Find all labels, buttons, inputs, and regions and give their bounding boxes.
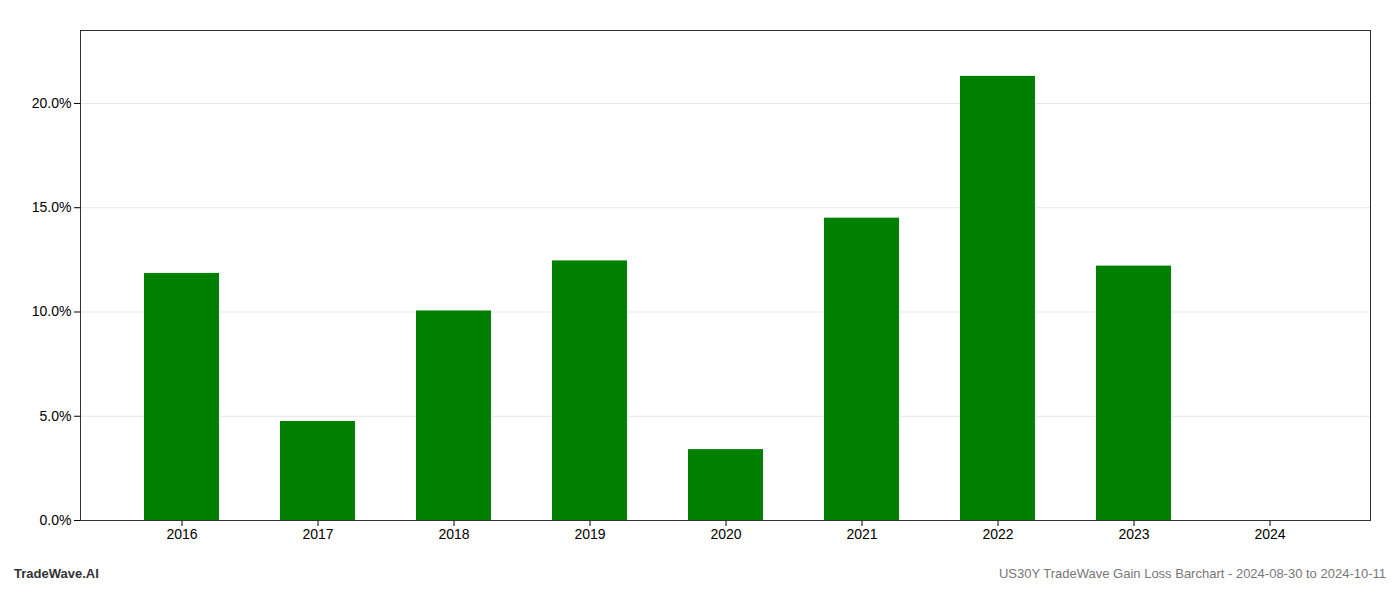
svg-text:2024: 2024: [1254, 526, 1285, 542]
svg-text:10.0%: 10.0%: [32, 303, 72, 319]
svg-text:2018: 2018: [438, 526, 469, 542]
svg-text:2016: 2016: [166, 526, 197, 542]
svg-text:2021: 2021: [846, 526, 877, 542]
html-text:US30Y TradeWave Gain Loss Barc: US30Y TradeWave Gain Loss Barchart - 202…: [998, 566, 1386, 581]
html-text:TradeWave.AI: TradeWave.AI: [14, 566, 99, 581]
svg-text:20.0%: 20.0%: [32, 95, 72, 111]
svg-text:0.0%: 0.0%: [40, 512, 72, 528]
svg-text:2017: 2017: [302, 526, 333, 542]
svg-text:2020: 2020: [710, 526, 741, 542]
svg-text:5.0%: 5.0%: [40, 408, 72, 424]
svg-text:2023: 2023: [1118, 526, 1149, 542]
svg-text:2022: 2022: [982, 526, 1013, 542]
svg-text:2019: 2019: [574, 526, 605, 542]
svg-text:15.0%: 15.0%: [32, 199, 72, 215]
